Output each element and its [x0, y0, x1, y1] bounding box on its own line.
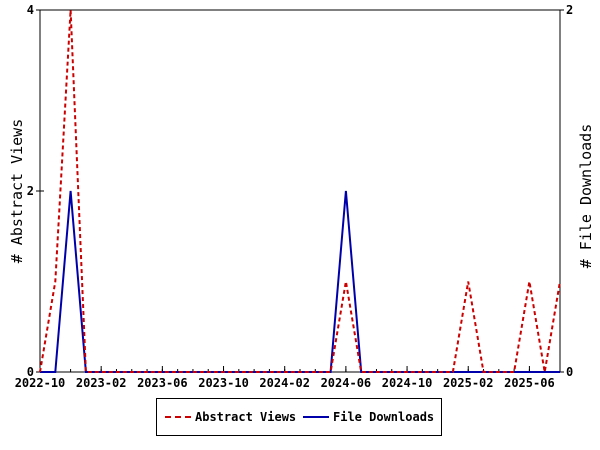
y-right-tick-label: 2 [566, 3, 573, 17]
legend-label-file-downloads: File Downloads [333, 410, 435, 424]
x-tick-label: 2024-10 [382, 376, 433, 390]
y-axis-right: 02 [556, 3, 573, 379]
legend: Abstract Views File Downloads [156, 398, 442, 436]
legend-item-file-downloads: File Downloads [303, 410, 434, 424]
legend-label-abstract-views: Abstract Views [195, 410, 297, 424]
x-tick-label: 2025-06 [504, 376, 555, 390]
y-left-tick-label: 0 [27, 365, 34, 379]
x-tick-label: 2023-10 [198, 376, 249, 390]
y-axis-right-title: # File Downloads [577, 124, 595, 269]
x-tick-label: 2025-02 [443, 376, 494, 390]
plot-border [39, 9, 561, 373]
x-tick-label: 2024-02 [259, 376, 310, 390]
y-left-tick-label: 2 [27, 184, 34, 198]
y-axis-left-title: # Abstract Views [8, 119, 26, 264]
x-tick-label: 2024-06 [321, 376, 372, 390]
y-right-tick-label: 0 [566, 365, 573, 379]
y-axis-left: 0 2 4 [27, 3, 44, 379]
legend-swatch-abstract-views [165, 416, 191, 418]
plot-frame [39, 9, 561, 373]
x-tick-label: 2023-02 [76, 376, 127, 390]
x-tick-label: 2022-10 [15, 376, 66, 390]
x-tick-label: 2023-06 [137, 376, 188, 390]
legend-swatch-file-downloads [303, 416, 329, 418]
series-line-abstract-views [39, 9, 561, 373]
series-line-file-downloads [40, 190, 560, 373]
legend-item-abstract-views: Abstract Views [165, 410, 296, 424]
series-layer [39, 9, 561, 373]
y-left-tick-label: 4 [27, 3, 34, 17]
x-axis: 2022-10 2023-02 2023-06 2023-10 2024-02 2024-… [15, 366, 561, 390]
